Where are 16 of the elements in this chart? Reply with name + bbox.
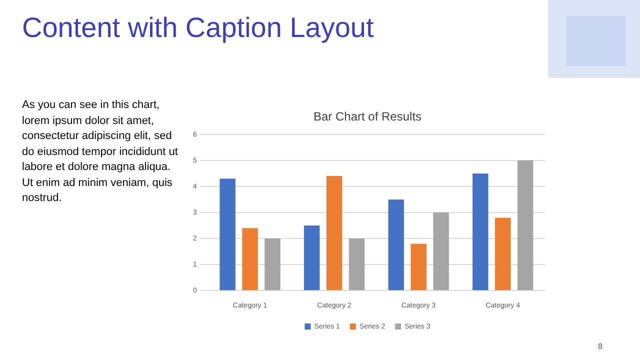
bar xyxy=(264,238,280,290)
text: Content with Caption Layout xyxy=(22,12,374,44)
chart-title: Bar Chart of Results xyxy=(313,110,422,124)
bar xyxy=(410,244,426,290)
bar xyxy=(348,238,365,290)
text: 8 xyxy=(598,342,602,351)
bar xyxy=(220,178,236,290)
bar xyxy=(494,218,511,290)
text: As you can see in this chart, lorem ipsum dolor sit amet, consectetur adipiscing elit, sed do eiusmod tempor incididunt ut labore et dolore magna aliqua. Ut enim ad minim veniam, quis nostrud. xyxy=(22,98,179,206)
bar xyxy=(472,173,488,290)
bar xyxy=(242,228,258,290)
bar xyxy=(326,176,342,290)
bar xyxy=(517,160,534,290)
bar xyxy=(433,212,449,290)
bar xyxy=(304,226,320,290)
bar xyxy=(388,199,404,290)
